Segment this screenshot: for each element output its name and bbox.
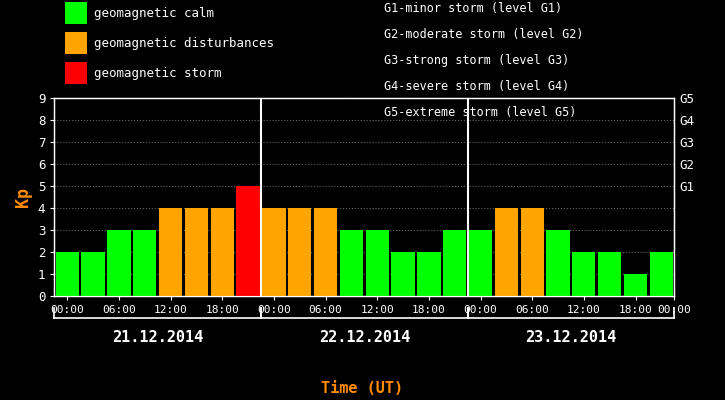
Bar — [418, 252, 441, 296]
Bar — [236, 186, 260, 296]
Text: G1-minor storm (level G1): G1-minor storm (level G1) — [384, 2, 563, 15]
Text: G4-severe storm (level G4): G4-severe storm (level G4) — [384, 80, 570, 93]
Bar — [494, 208, 518, 296]
Bar — [56, 252, 79, 296]
Bar — [572, 252, 595, 296]
Y-axis label: Kp: Kp — [14, 187, 33, 207]
Text: G2-moderate storm (level G2): G2-moderate storm (level G2) — [384, 28, 584, 41]
Bar — [443, 230, 466, 296]
Bar — [133, 230, 157, 296]
Bar — [340, 230, 363, 296]
Bar — [159, 208, 182, 296]
Text: G5-extreme storm (level G5): G5-extreme storm (level G5) — [384, 106, 576, 119]
Text: geomagnetic disturbances: geomagnetic disturbances — [94, 36, 274, 50]
Text: geomagnetic calm: geomagnetic calm — [94, 6, 215, 20]
Bar — [262, 208, 286, 296]
Bar — [598, 252, 621, 296]
Bar — [107, 230, 130, 296]
Text: 22.12.2014: 22.12.2014 — [319, 330, 410, 345]
Text: geomagnetic storm: geomagnetic storm — [94, 66, 222, 80]
Text: 21.12.2014: 21.12.2014 — [112, 330, 203, 345]
Text: Time (UT): Time (UT) — [321, 381, 404, 396]
Bar — [547, 230, 570, 296]
Bar — [521, 208, 544, 296]
Text: 23.12.2014: 23.12.2014 — [526, 330, 616, 345]
Bar — [469, 230, 492, 296]
Bar — [392, 252, 415, 296]
Bar — [365, 230, 389, 296]
Text: G3-strong storm (level G3): G3-strong storm (level G3) — [384, 54, 570, 67]
Bar — [624, 274, 647, 296]
Bar — [650, 252, 673, 296]
Bar — [314, 208, 337, 296]
Bar — [288, 208, 311, 296]
Bar — [81, 252, 104, 296]
Bar — [185, 208, 208, 296]
Bar — [211, 208, 234, 296]
